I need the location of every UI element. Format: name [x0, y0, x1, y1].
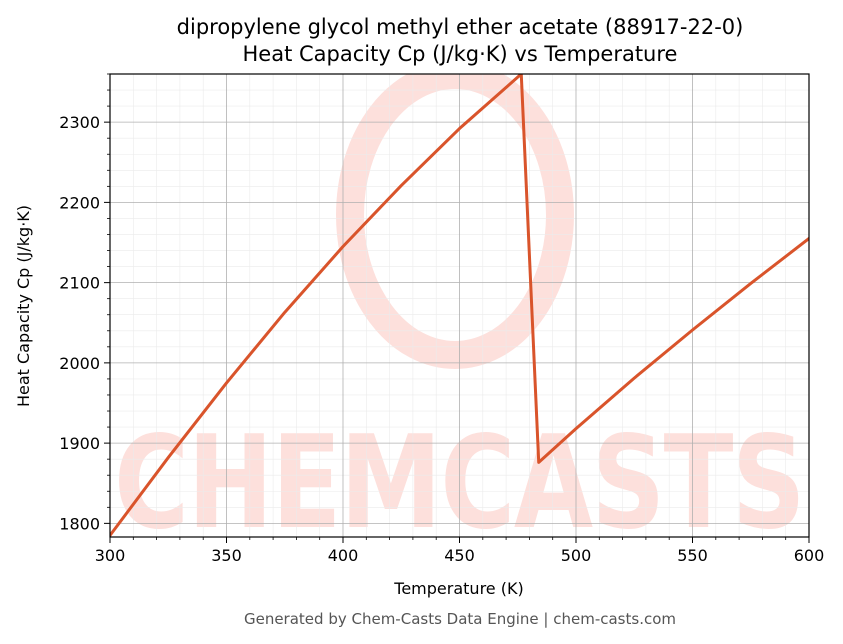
chemcasts-watermark: CHEMCASTS	[114, 74, 806, 558]
x-axis-label: Temperature (K)	[393, 579, 523, 598]
x-tick-label: 400	[328, 546, 359, 565]
y-axis-label: Heat Capacity Cp (J/kg·K)	[14, 205, 33, 407]
series-layer	[110, 74, 809, 537]
y-tick-label: 1900	[59, 434, 100, 453]
x-axis-ticks: 300 350 400 450 500 550 600	[95, 537, 825, 565]
y-tick-label: 2000	[59, 354, 100, 373]
series-line	[110, 74, 809, 537]
y-tick-label: 1800	[59, 514, 100, 533]
x-tick-label: 350	[211, 546, 242, 565]
chart-title: dipropylene glycol methyl ether acetate …	[177, 15, 744, 39]
x-tick-label: 300	[95, 546, 126, 565]
x-tick-label: 550	[677, 546, 708, 565]
y-tick-label: 2200	[59, 193, 100, 212]
watermark-swirl-icon	[336, 74, 574, 369]
x-tick-label: 600	[794, 546, 825, 565]
watermark-text: CHEMCASTS	[114, 409, 804, 558]
y-axis-ticks: 1800 1900 2000 2100 2200 2300	[59, 73, 110, 533]
footer-credit: Generated by Chem-Casts Data Engine | ch…	[244, 610, 676, 628]
x-tick-label: 500	[561, 546, 592, 565]
x-tick-label: 450	[444, 546, 475, 565]
chart-subtitle: Heat Capacity Cp (J/kg·K) vs Temperature	[243, 42, 678, 66]
y-tick-label: 2300	[59, 113, 100, 132]
y-tick-label: 2100	[59, 274, 100, 293]
